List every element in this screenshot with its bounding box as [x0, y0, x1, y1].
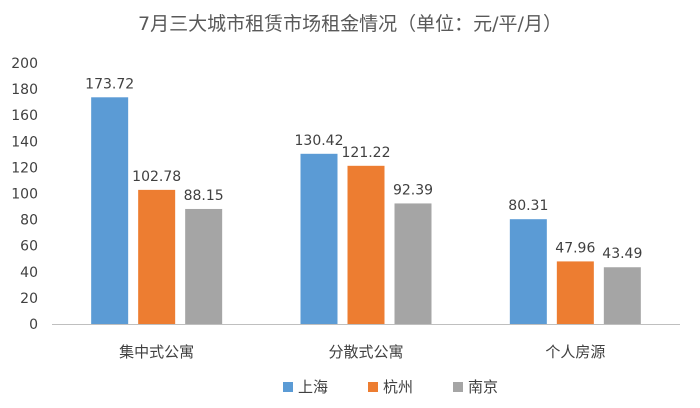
data-label: 102.78 — [132, 169, 181, 185]
bar — [509, 219, 547, 324]
data-label: 43.49 — [602, 246, 642, 262]
bar — [394, 203, 432, 324]
data-label: 88.15 — [184, 188, 224, 204]
data-label: 173.72 — [85, 76, 134, 92]
legend-label: 南京 — [468, 378, 498, 396]
y-tick-label: 160 — [11, 108, 38, 124]
data-label: 47.96 — [555, 240, 595, 256]
y-tick-label: 100 — [11, 187, 38, 203]
data-label: 80.31 — [508, 198, 548, 214]
y-tick-label: 40 — [20, 265, 38, 281]
y-tick-label: 60 — [20, 239, 38, 255]
x-axis: 集中式公寓 分散式公寓 个人房源 — [52, 324, 680, 361]
y-tick-label: 20 — [20, 291, 38, 307]
y-tick-label: 200 — [11, 56, 38, 72]
y-axis: 0 20 40 60 80 100 120 140 160 180 200 — [11, 56, 38, 333]
y-tick-label: 120 — [11, 160, 38, 176]
data-label: 130.42 — [295, 133, 344, 149]
bar — [603, 267, 641, 324]
chart-title: 7月三大城市租赁市场租金情况（单位：元/平/月） — [138, 13, 562, 35]
bar — [300, 153, 338, 324]
legend-swatch — [283, 382, 293, 392]
bar — [556, 261, 594, 324]
legend-swatch — [368, 382, 378, 392]
bar — [91, 97, 129, 324]
y-tick-label: 140 — [11, 134, 38, 150]
data-label: 92.39 — [393, 182, 433, 198]
bar — [185, 208, 223, 324]
y-tick-label: 80 — [20, 213, 38, 229]
bar — [138, 189, 176, 324]
legend: 上海 杭州 南京 — [283, 378, 498, 396]
legend-label: 杭州 — [383, 378, 413, 396]
data-label: 121.22 — [342, 145, 391, 161]
y-tick-label: 180 — [11, 82, 38, 98]
y-tick-label: 0 — [29, 317, 38, 333]
legend-label: 上海 — [298, 378, 328, 396]
category-label: 分散式公寓 — [328, 343, 403, 361]
category-label: 个人房源 — [545, 343, 605, 361]
category-label: 集中式公寓 — [119, 343, 194, 361]
bar — [347, 165, 385, 324]
legend-swatch — [453, 382, 463, 392]
